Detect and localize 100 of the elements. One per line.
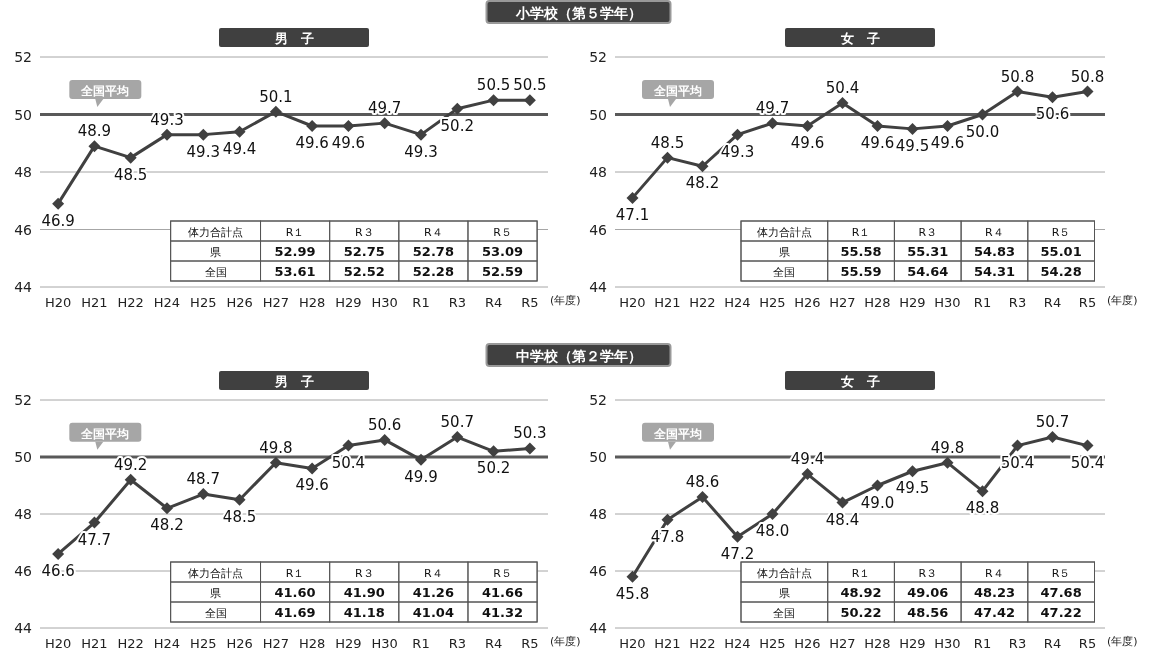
annotation: 県 [210, 587, 222, 600]
annotation: R３ [918, 567, 938, 580]
annotation: R３ [918, 226, 938, 239]
point [696, 160, 709, 173]
point [801, 468, 814, 481]
x-tick-label: H22 [689, 636, 716, 651]
point [88, 140, 101, 153]
annotation: 53.61 [274, 264, 316, 279]
data-label: 49.7 [368, 99, 402, 118]
data-label: 49.5 [895, 479, 930, 498]
point [161, 128, 173, 141]
annotation: 全国 [204, 607, 227, 620]
data-label: 49.8 [259, 438, 293, 457]
point [306, 462, 319, 475]
point [523, 442, 536, 455]
point [378, 433, 391, 446]
point [1081, 85, 1094, 98]
data-label: 49.6 [930, 134, 965, 152]
x-tick-label: H25 [190, 295, 217, 310]
x-tick-label: H20 [619, 636, 646, 651]
x-tick-label: H29 [899, 295, 926, 310]
x-tick-label: H24 [153, 636, 181, 651]
y-tick-label: 50 [14, 106, 32, 123]
point [976, 485, 989, 498]
data-label: 50.2 [440, 116, 474, 135]
x-tick-label: H27 [262, 295, 290, 310]
annotation: 41.60 [274, 585, 316, 600]
x-tick-label: R4 [1043, 295, 1062, 310]
chart-title: 男 子 [273, 31, 314, 46]
x-tick-label: H28 [864, 295, 891, 310]
annotation: 52.78 [412, 244, 454, 259]
point [451, 102, 464, 115]
annotation: R５ [493, 226, 512, 239]
data-label: 48.8 [965, 499, 1000, 518]
annotation: R５ [1051, 226, 1071, 239]
point [766, 508, 779, 520]
ref-line-label: 全国平均 [80, 84, 130, 99]
point [906, 465, 919, 478]
point [766, 117, 779, 130]
point [1011, 85, 1024, 98]
point [52, 197, 65, 210]
data-label: 48.5 [650, 133, 685, 152]
x-tick-label: R4 [484, 636, 503, 651]
data-label: 50.4 [331, 453, 366, 472]
annotation: 県 [778, 587, 790, 600]
point [1046, 431, 1059, 444]
annotation: 50.22 [840, 605, 882, 620]
ref-line-label: 全国平均 [653, 426, 702, 441]
point [906, 122, 919, 135]
x-tick-label: H26 [794, 295, 821, 310]
y-tick-label: 52 [589, 49, 607, 65]
annotation: 県 [210, 246, 222, 259]
data-label: 49.6 [331, 134, 366, 152]
data-label: 50.0 [965, 122, 1000, 141]
data-label: 49.3 [404, 142, 438, 161]
annotation: 55.01 [1040, 244, 1082, 259]
x-tick-label: H26 [226, 636, 253, 651]
point [1011, 439, 1024, 452]
annotation: 体力合計点 [188, 567, 244, 580]
annotation: 全国 [204, 266, 227, 279]
point [871, 120, 884, 132]
annotation: 41.18 [343, 605, 385, 620]
point [52, 547, 65, 560]
point [626, 191, 639, 204]
x-axis-title: (年度) [550, 294, 581, 307]
x-tick-label: R1 [973, 636, 992, 651]
point [836, 496, 849, 509]
point [1081, 439, 1094, 452]
y-tick-label: 48 [14, 506, 32, 522]
y-tick-label: 46 [14, 221, 33, 238]
annotation: 52.99 [274, 244, 316, 259]
x-tick-label: R4 [1043, 636, 1062, 651]
y-tick-label: 44 [14, 279, 33, 295]
chart-title: 女 子 [839, 31, 880, 46]
x-tick-label: R1 [412, 636, 430, 651]
data-label: 49.4 [222, 139, 257, 158]
data-label: 49.3 [186, 142, 220, 161]
y-tick-label: 48 [14, 164, 32, 180]
point [269, 456, 282, 469]
data-label: 50.4 [825, 79, 860, 97]
annotation: 54.64 [907, 264, 949, 279]
x-tick-label: H22 [117, 636, 144, 651]
x-tick-label: H28 [864, 636, 891, 651]
data-label: 48.0 [755, 522, 790, 540]
point [1046, 91, 1059, 104]
annotation: R４ [424, 226, 443, 239]
point [801, 120, 814, 132]
x-tick-label: H29 [335, 295, 362, 310]
x-tick-label: H25 [759, 295, 786, 310]
annotation: 54.83 [973, 244, 1016, 259]
annotation: 全国 [773, 266, 796, 279]
data-label: 50.7 [440, 413, 474, 432]
y-tick-label: 44 [589, 620, 608, 636]
point [451, 431, 464, 444]
annotation: 55.58 [840, 244, 882, 259]
data-label: 48.5 [114, 165, 148, 184]
y-tick-label: 52 [14, 392, 32, 408]
x-tick-label: H29 [899, 636, 926, 651]
point [836, 97, 849, 109]
point [487, 445, 500, 458]
